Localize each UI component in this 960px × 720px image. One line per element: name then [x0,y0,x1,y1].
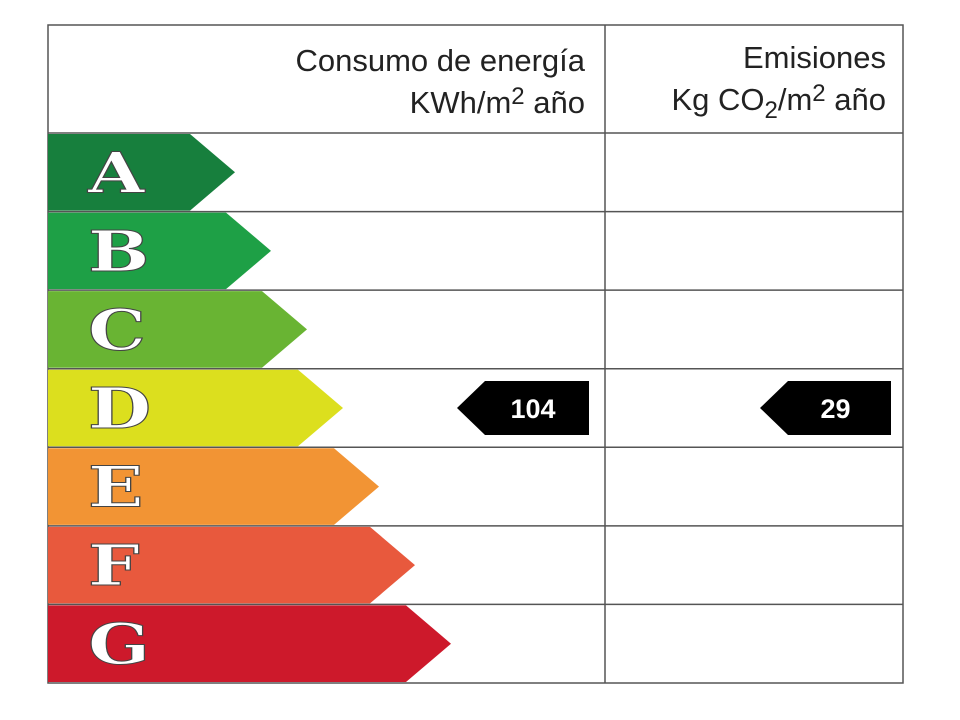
rating-arrow [48,212,271,290]
emissions-header: Emisiones [743,40,886,75]
rating-arrow [48,134,235,211]
rating-letter: B [88,219,150,285]
emissions-unit: Kg CO2/m2 año [671,80,886,124]
rating-letter: A [87,141,146,207]
unit-part: año [525,85,585,120]
rating-letter: G [88,612,150,678]
value-label: 29 [820,394,850,424]
value-arrow [760,380,891,435]
rating-arrow [48,526,415,604]
unit-part: KWh/m [410,85,512,120]
subscript: 2 [765,97,778,124]
superscript: 2 [812,80,825,107]
unit-part: año [826,82,886,117]
rating-arrow [48,369,343,447]
value-arrow [457,380,589,435]
energy-header: Consumo de energía [295,43,585,78]
rating-letter: F [88,533,140,599]
unit-part: Kg CO [671,82,764,117]
superscript: 2 [511,83,524,110]
rating-letter: E [88,455,143,521]
value-label: 104 [510,394,555,424]
rating-arrow [48,448,379,525]
rating-letter: D [88,376,151,442]
unit-part: /m [778,82,812,117]
rating-arrow [48,291,307,368]
energy-unit: KWh/m2 año [410,83,585,120]
rating-arrow [48,605,451,682]
rating-letter: C [88,298,146,364]
